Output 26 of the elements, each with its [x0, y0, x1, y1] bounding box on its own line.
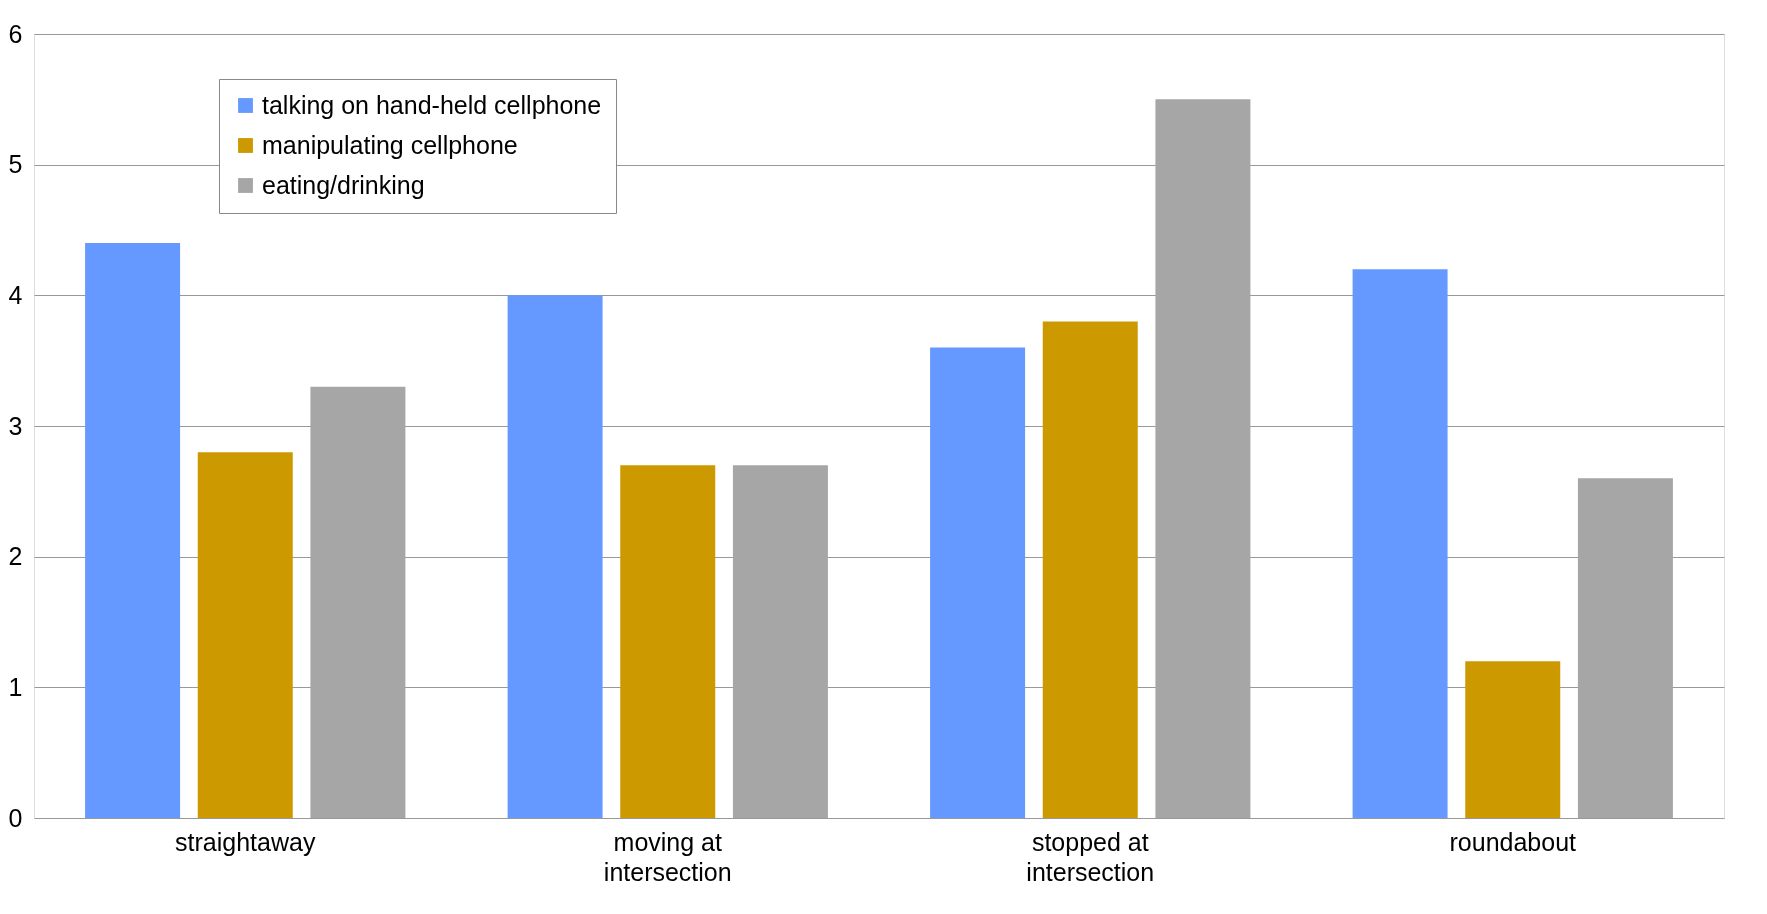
bar	[1577, 478, 1673, 818]
legend-label: eating/drinking	[262, 170, 425, 199]
bar	[507, 295, 603, 818]
bar	[197, 452, 293, 818]
bar	[930, 347, 1026, 818]
x-tick-label: straightaway	[175, 827, 316, 856]
y-tick-label: 6	[8, 19, 23, 48]
y-tick-label: 3	[8, 411, 23, 440]
legend-label: manipulating cellphone	[262, 130, 518, 159]
bar	[1042, 321, 1138, 818]
x-tick-label: roundabout	[1449, 827, 1577, 856]
legend-label: talking on hand-held cellphone	[262, 90, 602, 119]
bar	[732, 465, 828, 818]
y-tick-label: 1	[8, 672, 23, 701]
bar	[1465, 661, 1561, 818]
y-tick-label: 0	[8, 803, 23, 832]
bar	[85, 243, 181, 818]
bar	[1155, 99, 1251, 818]
bar	[1352, 269, 1448, 818]
y-tick-label: 2	[8, 542, 23, 571]
y-tick-label: 4	[8, 280, 23, 309]
x-tick-label: stopped at intersection	[1026, 827, 1155, 886]
x-tick-label: moving at intersection	[603, 827, 732, 886]
y-tick-label: 5	[8, 150, 23, 179]
bar	[310, 386, 406, 818]
bar	[620, 465, 716, 818]
